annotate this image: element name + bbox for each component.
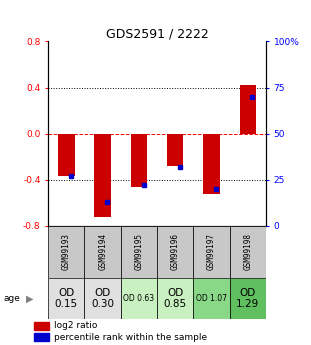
Bar xyxy=(121,278,157,319)
Bar xyxy=(48,226,85,278)
Bar xyxy=(203,134,220,194)
Text: log2 ratio: log2 ratio xyxy=(54,322,98,331)
Bar xyxy=(193,278,230,319)
Bar xyxy=(85,226,121,278)
Text: OD 0.63: OD 0.63 xyxy=(123,294,155,303)
Bar xyxy=(157,278,193,319)
Text: OD
1.29: OD 1.29 xyxy=(236,288,259,309)
Bar xyxy=(58,134,75,176)
Bar xyxy=(34,322,49,330)
Bar xyxy=(230,278,266,319)
Text: GSM99195: GSM99195 xyxy=(134,233,143,270)
Bar xyxy=(239,85,256,134)
Text: GSM99197: GSM99197 xyxy=(207,233,216,270)
Text: OD 1.07: OD 1.07 xyxy=(196,294,227,303)
Text: GSM99196: GSM99196 xyxy=(171,233,180,270)
Bar xyxy=(167,134,183,166)
Bar xyxy=(157,226,193,278)
Bar xyxy=(85,278,121,319)
Text: GSM99194: GSM99194 xyxy=(98,233,107,270)
Text: OD
0.30: OD 0.30 xyxy=(91,288,114,309)
Text: age: age xyxy=(3,294,20,303)
Bar xyxy=(121,226,157,278)
Bar xyxy=(193,226,230,278)
Bar xyxy=(48,278,85,319)
Text: GSM99193: GSM99193 xyxy=(62,233,71,270)
Text: OD
0.85: OD 0.85 xyxy=(164,288,187,309)
Bar xyxy=(131,134,147,187)
Title: GDS2591 / 2222: GDS2591 / 2222 xyxy=(106,27,208,40)
Bar xyxy=(95,134,111,217)
Text: OD
0.15: OD 0.15 xyxy=(55,288,78,309)
Text: GSM99198: GSM99198 xyxy=(243,233,252,270)
Text: percentile rank within the sample: percentile rank within the sample xyxy=(54,333,207,342)
Text: ▶: ▶ xyxy=(26,294,34,303)
Bar xyxy=(230,226,266,278)
Bar xyxy=(34,333,49,341)
